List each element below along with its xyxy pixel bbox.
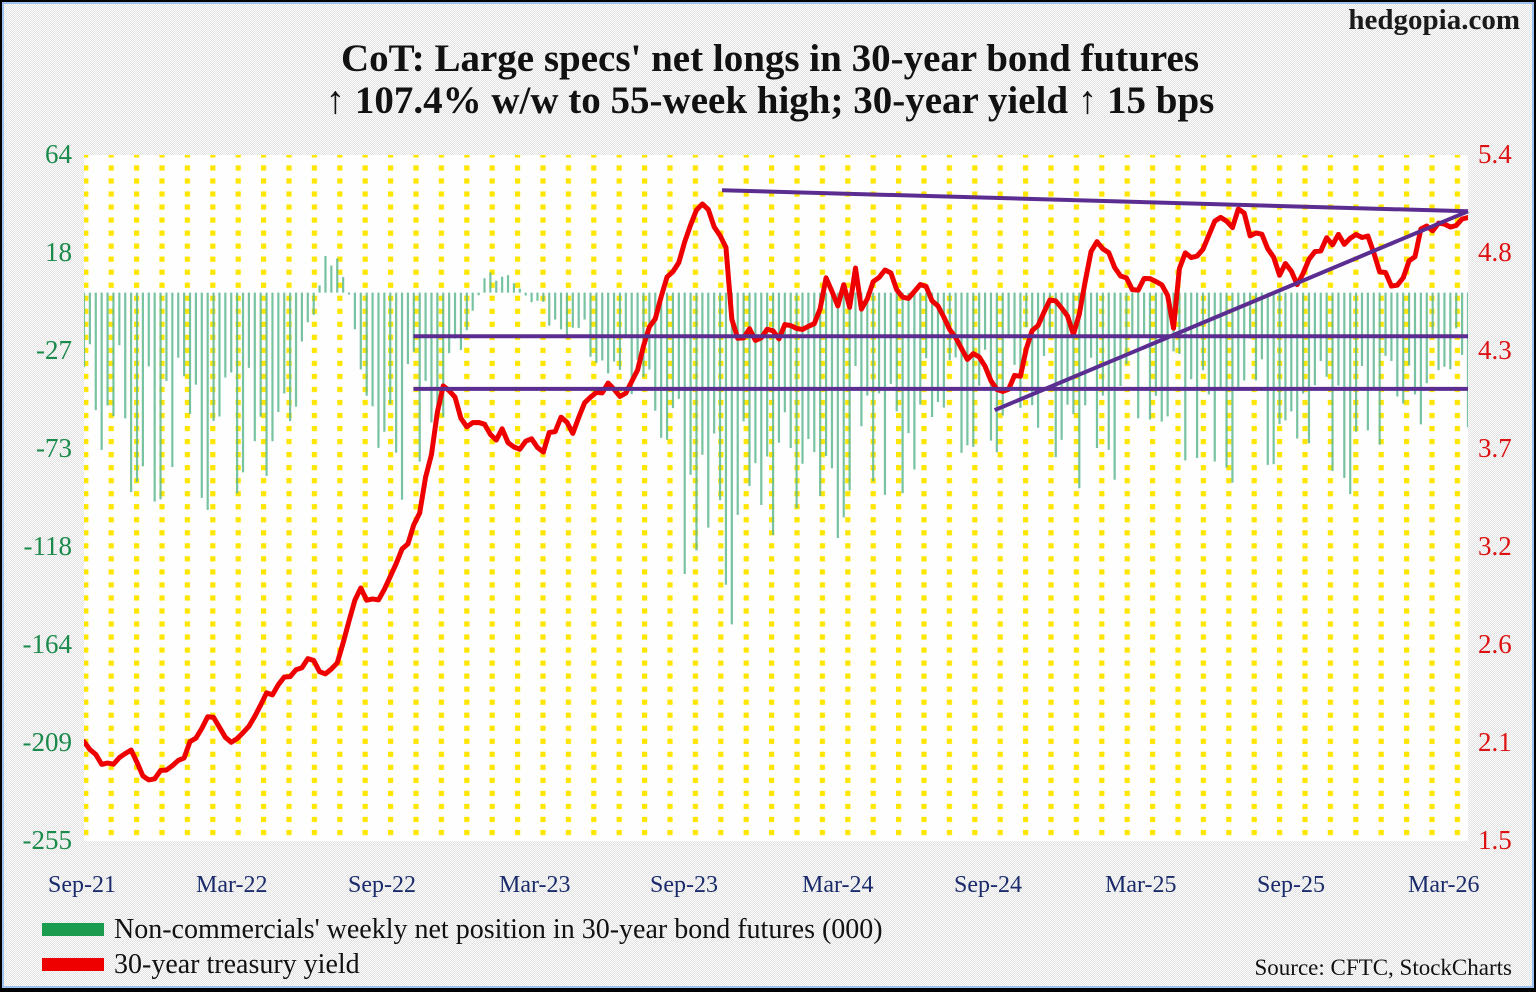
- svg-text:4.3: 4.3: [1478, 335, 1512, 365]
- svg-text:Mar-22: Mar-22: [196, 872, 268, 898]
- svg-text:4.8: 4.8: [1478, 237, 1512, 267]
- svg-text:Mar-24: Mar-24: [802, 872, 874, 898]
- svg-text:-209: -209: [23, 727, 73, 757]
- svg-text:1.5: 1.5: [1478, 825, 1512, 855]
- svg-text:-73: -73: [36, 433, 72, 463]
- svg-text:Sep-25: Sep-25: [1257, 872, 1325, 898]
- svg-text:Sep-24: Sep-24: [954, 872, 1022, 898]
- svg-text:Mar-26: Mar-26: [1408, 872, 1480, 898]
- svg-text:-27: -27: [36, 335, 72, 365]
- svg-text:2.1: 2.1: [1478, 727, 1512, 757]
- svg-text:Mar-25: Mar-25: [1105, 872, 1177, 898]
- svg-text:3.2: 3.2: [1478, 531, 1512, 561]
- svg-text:3.7: 3.7: [1478, 433, 1512, 463]
- svg-text:-118: -118: [24, 531, 73, 561]
- svg-text:5.4: 5.4: [1478, 139, 1512, 169]
- svg-text:Sep-21: Sep-21: [48, 872, 116, 898]
- svg-text:Sep-23: Sep-23: [650, 872, 718, 898]
- svg-text:-255: -255: [23, 825, 73, 855]
- svg-text:2.6: 2.6: [1478, 629, 1512, 659]
- svg-text:64: 64: [45, 139, 73, 169]
- svg-text:Sep-22: Sep-22: [348, 872, 416, 898]
- svg-text:Mar-23: Mar-23: [499, 872, 571, 898]
- svg-text:-164: -164: [23, 629, 73, 659]
- svg-text:18: 18: [45, 237, 72, 267]
